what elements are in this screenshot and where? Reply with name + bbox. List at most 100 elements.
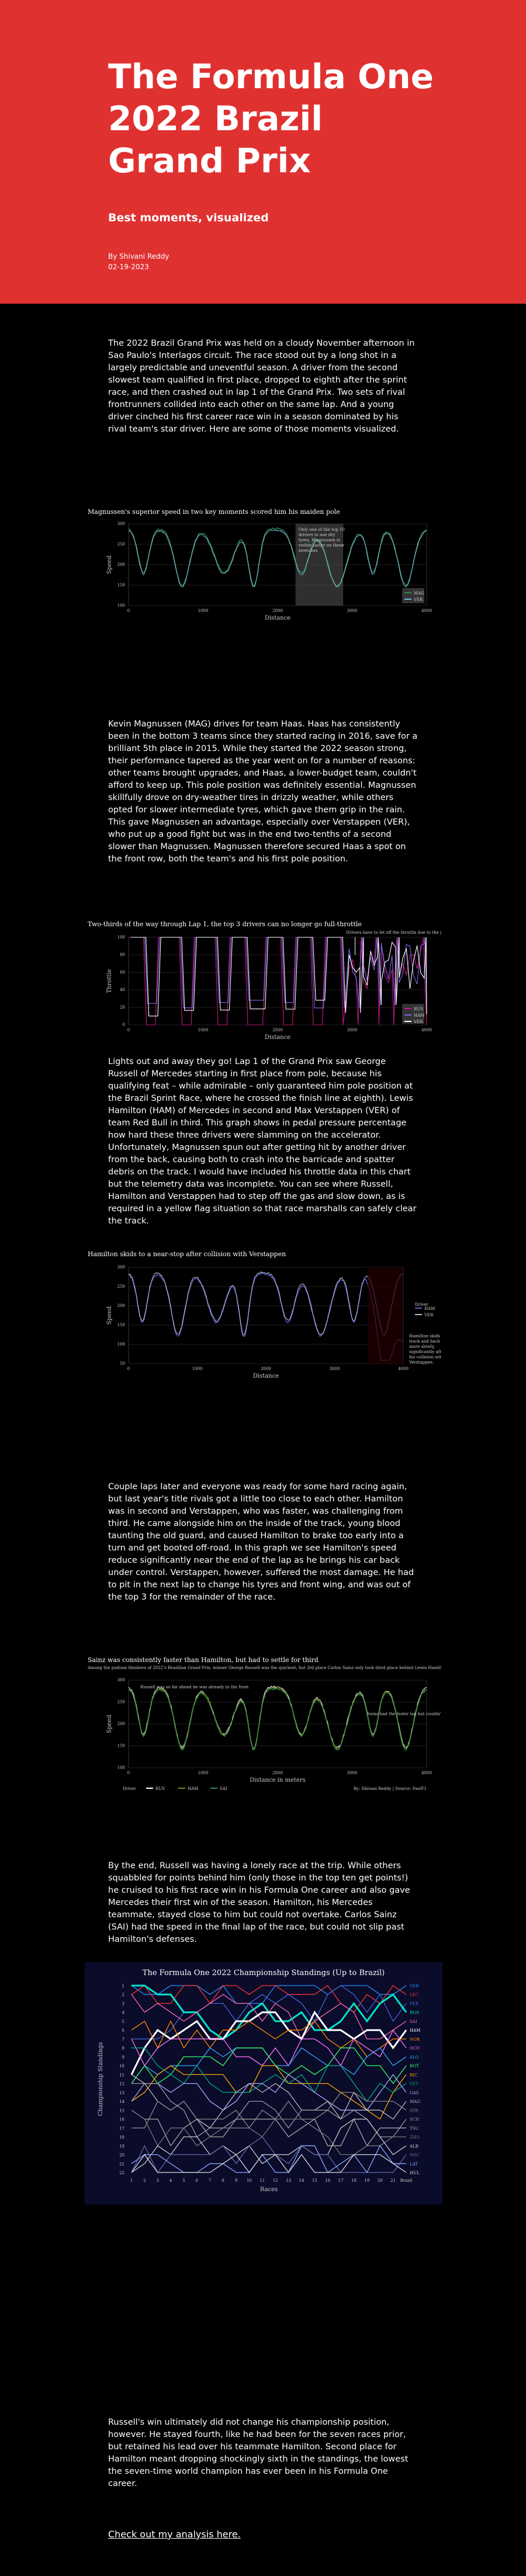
standings-xtick: 16 [325,2178,330,2183]
final-xlabel: Distance in meters [250,1777,306,1784]
speed-xtick: 1000 [198,609,209,613]
standings-xtick: 8 [222,2178,224,2183]
standings-ytick: 22 [119,2171,124,2175]
speed-xtick: 4000 [421,609,432,613]
standings-ytick: 6 [122,2028,125,2033]
throttle-legend-box [402,1004,424,1024]
collision-xtick: 0 [127,1367,130,1371]
collision-plot-frame [128,1267,404,1364]
speed-ytick: 250 [117,542,125,547]
standings-line-per [132,1985,407,2040]
standings-xtick: 7 [209,2178,211,2183]
final-lap-chart: Sainz was consistently faster than Hamil… [85,1654,441,1797]
standings-ylabel: Championship Standings [98,2042,104,2116]
final-ytick: 150 [117,1744,125,1748]
collision-ytick: 250 [117,1284,125,1289]
standings-xtick: 17 [338,2178,344,2183]
speed-ylabel: Speed [106,555,113,574]
final-lap-chart-svg: Sainz was consistently faster than Hamil… [87,1656,441,1791]
throttle-ytick: 80 [120,952,125,957]
throttle-ytick: 40 [120,988,125,992]
standings-line-zho [131,2109,406,2156]
standings-driver-label: VET [409,2082,418,2087]
final-xtick: 0 [127,1771,130,1775]
collision-xtick: 4000 [398,1367,409,1371]
throttle-legend-label: RUS [414,1007,423,1011]
final-xtick: 2000 [272,1771,283,1775]
speed-legend-label: VER [413,597,423,602]
speed-chart-svg: Magnussen's superior speed in two key mo… [88,508,432,621]
standings-ytick: 12 [119,2082,124,2087]
speed-legend-box [402,588,424,603]
standings-driver-label: HUL [410,2171,420,2175]
standings-driver-label: ALO [409,2055,419,2060]
standings-driver-label: MAG [410,2099,420,2104]
standings-chart: The Formula One 2022 Championship Standi… [85,1962,442,2205]
final-legend-label: RUS [155,1786,165,1791]
standings-ytick: 1 [122,1984,124,1989]
final-legend-label: HAM [188,1786,198,1791]
speed-chart: Magnussen's superior speed in two key mo… [85,503,441,626]
standings-driver-label: LAT [410,2162,418,2167]
speed-annotation: Only one of the top 10 drivers to use dry… [298,527,345,553]
final-lap-paragraph: By the end, Russell was having a lonely … [108,1861,410,1944]
final-xtick: 3000 [347,1771,358,1775]
standings-chart-title: The Formula One 2022 Championship Standi… [143,1969,385,1977]
standings-ytick: 5 [122,2019,124,2024]
standings-line-msc [131,2136,407,2174]
speed-series-ver [128,529,427,588]
standings-driver-label: HAM [410,2028,420,2033]
standings-chart-svg: The Formula One 2022 Championship Standi… [85,1962,442,2205]
throttle-ytick: 60 [120,970,125,975]
standings-xtick: 3 [157,2178,159,2183]
collision-ytick: 200 [117,1303,125,1308]
final-xtick: 4000 [421,1771,432,1775]
standings-xtick: 19 [364,2178,369,2183]
standings-driver-label: PER [410,2001,419,2006]
collision-ytick: 300 [117,1265,125,1270]
standings-line-sch [132,2083,407,2137]
page-subtitle: Best moments, visualized [108,211,269,224]
collision-xtick: 1000 [192,1367,203,1371]
standings-ytick: 14 [119,2099,124,2104]
throttle-series-ver [131,937,427,1017]
final-source: By: Shivani Reddy | Source: FastF1 [354,1786,427,1791]
collision-annotation: Hamilton skids offtrack and back onmore … [409,1334,441,1365]
standings-xtick: 15 [312,2178,317,2183]
standings-ytick: 3 [122,2001,124,2006]
throttle-ytick: 100 [117,935,125,940]
collision-ytick: 50 [120,1361,125,1366]
final-ytick: 200 [117,1722,125,1726]
collision-chart-title: Hamilton skids to a near-stop after coll… [88,1250,286,1258]
collision-xtick: 2000 [261,1367,271,1371]
standings-xtick: 5 [182,2178,185,2183]
speed-series-mag [128,527,427,587]
standings-xtick: 20 [378,2178,383,2183]
final-chart-title: Sainz was consistently faster than Hamil… [88,1656,319,1664]
final-ytick: 100 [117,1765,125,1770]
championship-paragraph: Russell's win ultimately did not change … [108,2418,409,2488]
standings-xtick: 12 [273,2178,278,2183]
standings-ytick: 11 [119,2073,124,2077]
standings-driver-label: LEC [410,1993,418,1997]
lap1-paragraph: Lights out and away they go! Lap 1 of th… [108,1057,417,1226]
throttle-xtick: 3000 [347,1028,358,1033]
collision-series-ver [128,1271,404,1336]
collision-legend-label: VER [424,1313,434,1317]
analysis-link[interactable]: Check out my analysis here. [108,2529,241,2540]
standings-line-alb [131,2118,407,2173]
standings-ytick: 18 [119,2135,124,2140]
speed-legend-label: MAG [414,591,424,596]
standings-driver-label: BOT [410,2064,419,2069]
throttle-annotation: Drivers have to let off the throttle due… [346,930,441,935]
final-series-sai [128,1687,427,1751]
standings-xtick: 11 [259,2178,265,2183]
collision-xtick: 3000 [330,1367,340,1371]
speed-xtick: 3000 [347,609,358,613]
standings-driver-label: SCH [410,2118,419,2122]
final-legend-label: SAI [220,1786,227,1791]
collision-ylabel: Speed [106,1306,113,1324]
speed-highlight-region [295,524,344,606]
throttle-xtick: 0 [127,1028,130,1033]
standings-ytick: 20 [119,2153,124,2158]
